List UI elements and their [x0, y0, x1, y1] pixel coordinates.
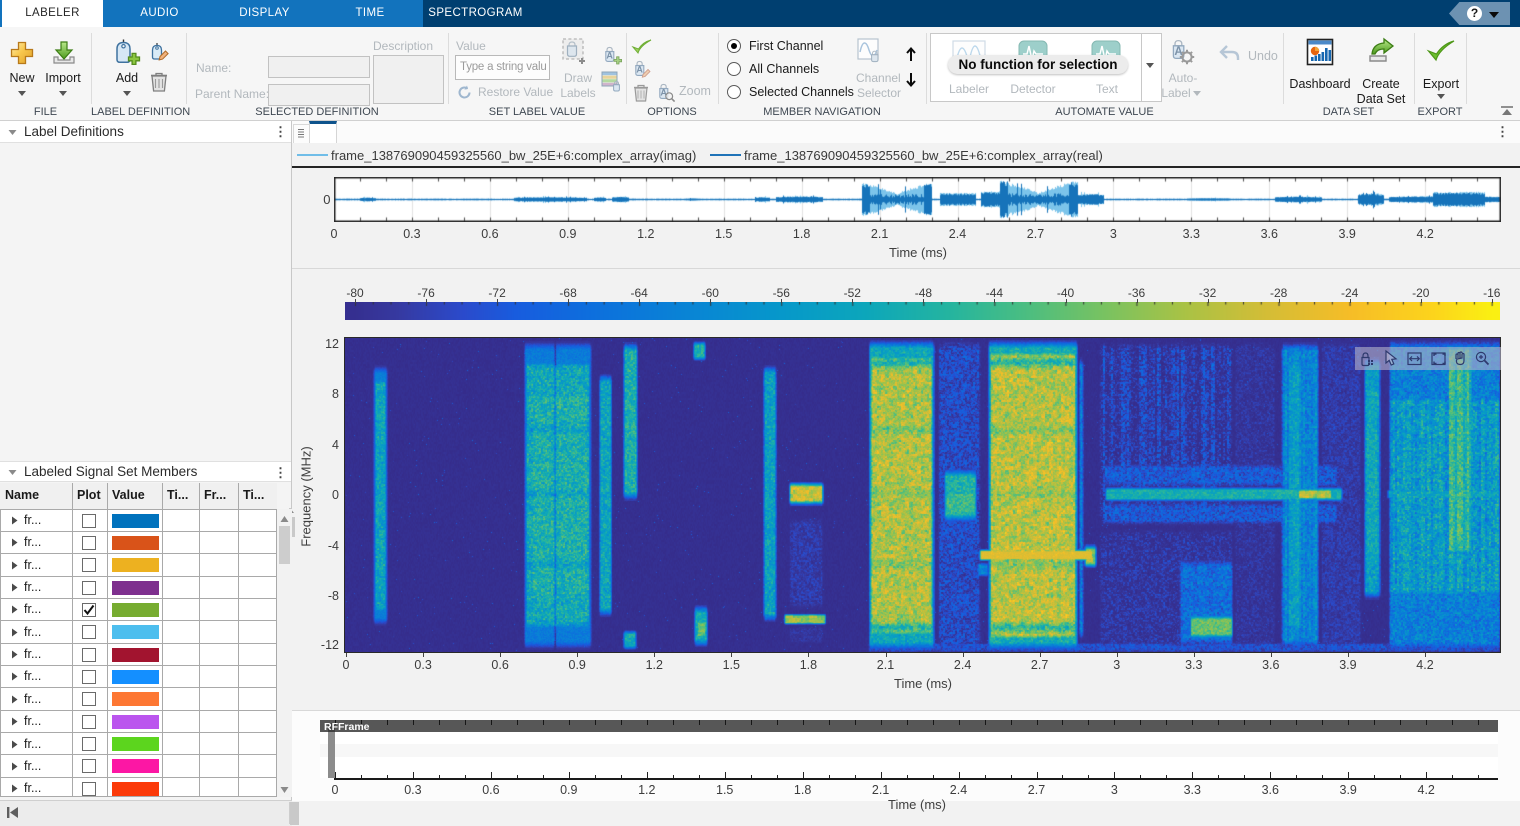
svg-text:A: A: [606, 51, 613, 61]
svg-text:A: A: [1174, 46, 1182, 58]
svg-text:A: A: [636, 65, 643, 75]
svg-text:A: A: [660, 88, 667, 98]
